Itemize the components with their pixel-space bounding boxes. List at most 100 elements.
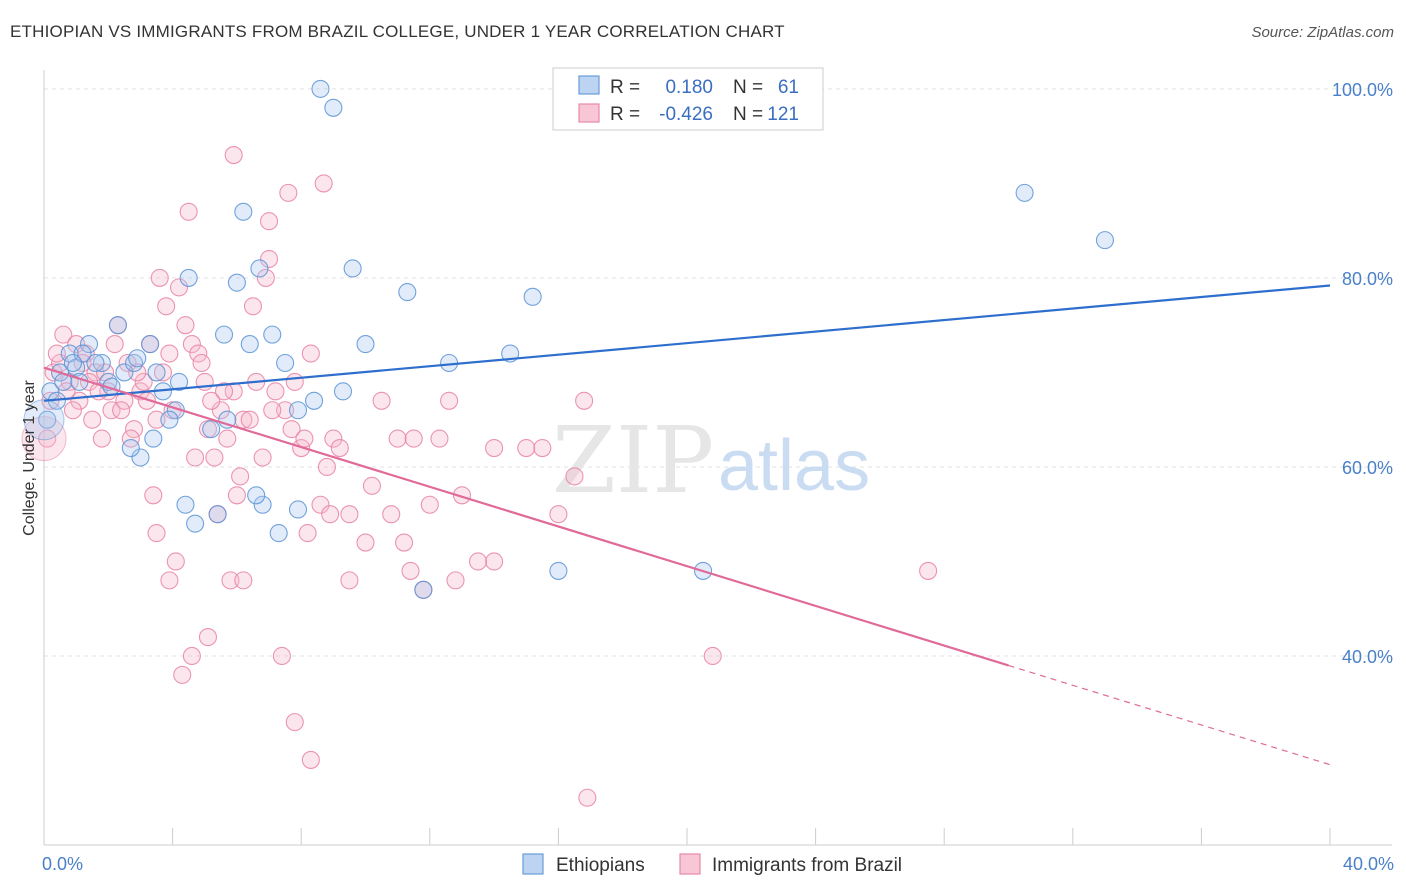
x-tick-labels: 0.0% 40.0% — [42, 854, 1394, 874]
source-label: Source: ZipAtlas.com — [1251, 24, 1394, 41]
point-immigrants-from-brazil-111 — [63, 401, 82, 420]
point-immigrants-from-brazil-68 — [160, 571, 179, 590]
point-ethiopians-40 — [176, 495, 195, 514]
point-immigrants-from-brazil-50 — [388, 429, 407, 448]
point-immigrants-from-brazil-53 — [430, 429, 449, 448]
point-ethiopians-48 — [1015, 183, 1034, 202]
x-tick-label-min: 0.0% — [42, 854, 83, 874]
point-immigrants-from-brazil-16 — [118, 353, 137, 373]
x-ticks — [43, 828, 1331, 845]
point-immigrants-from-brazil-88 — [112, 401, 131, 420]
point-immigrants-from-brazil-83 — [485, 552, 504, 571]
point-ethiopians-23 — [250, 259, 269, 278]
point-immigrants-from-brazil-61 — [224, 146, 243, 165]
point-immigrants-from-brazil-93 — [192, 353, 211, 373]
point-immigrants-from-brazil-54 — [440, 391, 459, 410]
point-immigrants-from-brazil-64 — [259, 212, 279, 231]
bottom-legend-brazil: Immigrants from Brazil — [712, 855, 902, 876]
point-immigrants-from-brazil-21 — [150, 268, 169, 287]
point-ethiopians-22 — [240, 335, 259, 354]
point-immigrants-from-brazil-70 — [173, 665, 192, 684]
point-immigrants-from-brazil-4 — [54, 325, 73, 344]
point-immigrants-from-brazil-26 — [176, 316, 195, 335]
point-immigrants-from-brazil-109 — [47, 344, 66, 363]
point-ethiopians-29 — [343, 259, 362, 278]
point-immigrants-from-brazil-31 — [205, 448, 224, 467]
point-ethiopians-54 — [169, 372, 189, 391]
bottom-legend-swatch-brazil — [679, 853, 701, 875]
point-ethiopians-36 — [324, 98, 343, 117]
point-immigrants-from-brazil-52 — [420, 495, 439, 514]
watermark: ZIP atlas — [552, 407, 870, 514]
point-immigrants-from-brazil-6 — [67, 335, 86, 354]
point-immigrants-from-brazil-107 — [468, 552, 488, 571]
point-immigrants-from-brazil-40 — [266, 382, 285, 401]
point-immigrants-from-brazil-84 — [578, 788, 597, 807]
point-ethiopians-14 — [141, 335, 160, 354]
point-immigrants-from-brazil-55 — [452, 486, 472, 505]
point-immigrants-from-brazil-72 — [198, 628, 218, 647]
bottom-legend-swatch-ethiopians — [522, 853, 544, 875]
point-immigrants-from-brazil-39 — [259, 249, 279, 269]
axes — [43, 70, 1392, 846]
point-immigrants-from-brazil-94 — [202, 391, 221, 410]
point-ethiopians-42 — [208, 505, 227, 524]
point-immigrants-from-brazil-17 — [124, 420, 144, 439]
point-immigrants-from-brazil-23 — [160, 344, 179, 363]
trend-line-brazil-extrapolated — [1008, 664, 1331, 766]
point-ethiopians-44 — [288, 500, 308, 519]
point-immigrants-from-brazil-101 — [317, 457, 336, 477]
point-ethiopians-43 — [253, 495, 272, 514]
point-immigrants-from-brazil-20 — [144, 486, 163, 505]
point-immigrants-from-brazil-99 — [282, 420, 301, 439]
point-immigrants-from-brazil-116 — [128, 363, 147, 382]
point-immigrants-from-brazil-73 — [221, 571, 240, 590]
point-immigrants-from-brazil-74 — [234, 571, 253, 590]
point-immigrants-from-brazil-104 — [382, 505, 401, 524]
point-ethiopians-50 — [86, 353, 105, 373]
trend-line-brazil — [43, 366, 1009, 667]
point-immigrants-from-brazil-46 — [324, 429, 343, 448]
point-immigrants-from-brazil-115 — [105, 335, 124, 354]
point-ethiopians-39 — [144, 429, 163, 448]
point-immigrants-from-brazil-27 — [182, 335, 201, 354]
point-immigrants-from-brazil-38 — [253, 448, 272, 467]
point-immigrants-from-brazil-47 — [340, 505, 359, 524]
point-ethiopians-46 — [549, 561, 568, 580]
point-immigrants-from-brazil-22 — [157, 297, 176, 316]
point-immigrants-from-brazil-103 — [362, 476, 381, 495]
point-immigrants-from-brazil-25 — [169, 278, 189, 297]
y-tick-label-80: 80.0% — [1342, 269, 1393, 289]
point-immigrants-from-brazil-75 — [272, 646, 291, 666]
point-immigrants-from-brazil-71 — [182, 646, 201, 666]
point-immigrants-from-brazil-80 — [340, 571, 359, 590]
legend-r-ethiopians: 0.180 — [665, 77, 713, 98]
point-immigrants-from-brazil-76 — [285, 713, 304, 732]
watermark-zip: ZIP — [552, 407, 714, 514]
point-immigrants-from-brazil-66 — [179, 202, 198, 221]
point-ethiopians-11 — [115, 363, 134, 382]
legend-n-label-ethiopians: N = — [733, 77, 763, 98]
legend-r-label-ethiopians: R = — [610, 77, 640, 98]
legend-r-brazil: -0.426 — [659, 104, 713, 125]
watermark-atlas: atlas — [718, 426, 870, 506]
point-immigrants-from-brazil-49 — [372, 391, 391, 410]
y-tick-label-60: 60.0% — [1342, 458, 1393, 478]
point-ethiopians-49 — [1095, 231, 1114, 250]
point-immigrants-from-brazil-108 — [533, 438, 552, 458]
point-ethiopians-34 — [523, 287, 542, 306]
x-tick-label-max: 40.0% — [1343, 854, 1394, 874]
legend-n-label-brazil: N = — [733, 104, 763, 125]
legend-n-brazil: 121 — [767, 104, 799, 125]
y-tick-label-40: 40.0% — [1342, 647, 1393, 667]
legend-swatch-ethiopians — [578, 75, 600, 95]
point-immigrants-from-brazil-9 — [83, 410, 102, 429]
y-tick-label-100: 100.0% — [1332, 80, 1393, 100]
point-ethiopians-57 — [269, 524, 288, 543]
y-axis-label: College, Under 1 year — [21, 380, 38, 536]
point-immigrants-from-brazil-37 — [243, 297, 263, 316]
bottom-legend: Ethiopians Immigrants from Brazil — [522, 853, 902, 876]
point-ethiopians-59 — [63, 353, 82, 373]
point-immigrants-from-brazil-118 — [186, 448, 205, 467]
